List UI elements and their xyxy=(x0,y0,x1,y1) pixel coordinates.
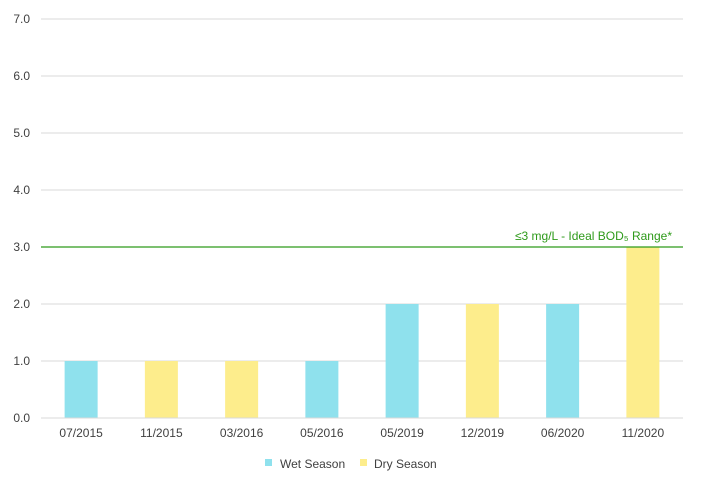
bars xyxy=(64,247,660,418)
bar xyxy=(305,361,339,418)
x-tick-label: 05/2019 xyxy=(380,426,424,440)
legend: Wet Season Dry Season xyxy=(265,457,437,471)
gridlines xyxy=(41,18,683,362)
x-axis-tick-labels: 07/2015 11/2015 03/2016 05/2016 05/2019 12/20… xyxy=(59,426,664,440)
y-tick-label: 4.0 xyxy=(13,183,30,197)
bar xyxy=(385,304,419,418)
legend-wet-label: Wet Season xyxy=(280,457,345,471)
bar xyxy=(64,361,98,418)
legend-wet-swatch xyxy=(265,459,272,466)
y-tick-label: 0.0 xyxy=(13,411,30,425)
x-tick-label: 11/2020 xyxy=(622,426,665,440)
legend-dry-swatch xyxy=(360,459,367,466)
bar xyxy=(546,304,580,418)
x-tick-label: 06/2020 xyxy=(541,426,585,440)
bar xyxy=(465,304,499,418)
y-tick-label: 1.0 xyxy=(13,354,30,368)
legend-dry-label: Dry Season xyxy=(374,457,437,471)
y-tick-label: 6.0 xyxy=(13,69,30,83)
bar xyxy=(144,361,178,418)
y-tick-label: 2.0 xyxy=(13,297,30,311)
y-tick-label: 7.0 xyxy=(13,12,30,26)
y-tick-label: 3.0 xyxy=(13,240,30,254)
threshold: ≤3 mg/L - Ideal BOD₅ Range* xyxy=(41,229,683,248)
x-tick-label: 11/2015 xyxy=(140,426,183,440)
x-tick-label: 05/2016 xyxy=(300,426,344,440)
bar xyxy=(225,361,259,418)
x-tick-label: 12/2019 xyxy=(461,426,505,440)
threshold-label: ≤3 mg/L - Ideal BOD₅ Range* xyxy=(515,229,672,243)
y-tick-label: 5.0 xyxy=(13,126,30,140)
bar xyxy=(626,247,660,418)
x-tick-label: 03/2016 xyxy=(220,426,264,440)
y-axis-tick-labels: 0.0 1.0 2.0 3.0 4.0 5.0 6.0 7.0 xyxy=(13,12,30,425)
x-tick-label: 07/2015 xyxy=(59,426,103,440)
